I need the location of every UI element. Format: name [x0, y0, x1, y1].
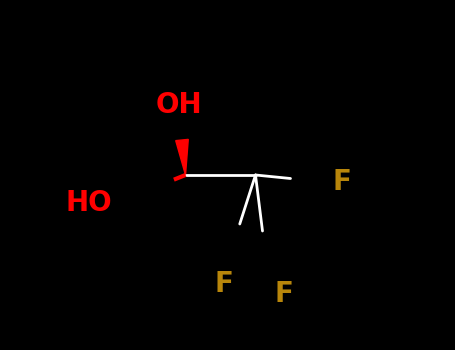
Polygon shape	[176, 139, 188, 175]
Text: F: F	[333, 168, 351, 196]
Text: F: F	[274, 280, 293, 308]
Text: OH: OH	[155, 91, 202, 119]
Text: F: F	[215, 270, 233, 298]
Text: HO: HO	[66, 189, 112, 217]
